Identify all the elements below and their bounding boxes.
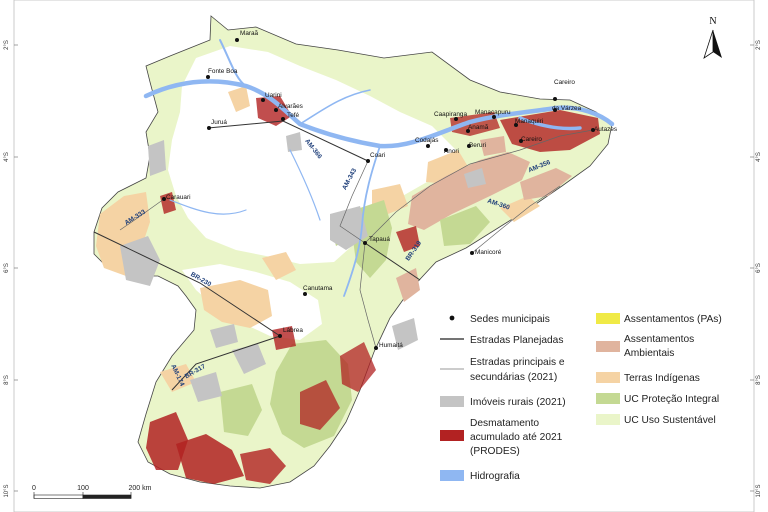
legend-amb-symbol bbox=[596, 341, 620, 352]
legend-terras-symbol bbox=[596, 372, 620, 383]
city-marker bbox=[553, 108, 557, 112]
latitude-label: 10°S bbox=[4, 484, 10, 497]
city-label: Tefé bbox=[287, 112, 300, 119]
city-label: da Várzea bbox=[552, 105, 582, 112]
city-marker bbox=[363, 241, 367, 245]
city-label: Fonte Boa bbox=[208, 68, 238, 75]
city-label: Tapauá bbox=[369, 236, 390, 243]
north-label: N bbox=[709, 16, 716, 27]
city-label: Autazes bbox=[594, 126, 617, 133]
city-marker bbox=[444, 148, 448, 152]
city-label: Juruá bbox=[211, 119, 227, 126]
north-arrow: N bbox=[703, 16, 722, 59]
city-label: Careiro bbox=[554, 79, 575, 86]
latitude-label: 8°S bbox=[756, 375, 762, 385]
city-label: Lábrea bbox=[283, 327, 303, 334]
city-marker bbox=[274, 108, 278, 112]
legend-terras: Terras Indígenas bbox=[624, 373, 700, 384]
city-label: Manicoré bbox=[475, 249, 502, 256]
city-label: Coari bbox=[370, 152, 385, 159]
legend-uc-pi: UC Proteção Integral bbox=[624, 394, 719, 405]
municipal-seats: Maraã Fonte Boa Uarini Alvarães Tefé Juruá Coa… bbox=[162, 30, 617, 350]
full-protection-units bbox=[220, 200, 490, 448]
legend-hidrografia: Hidrografia bbox=[470, 471, 520, 482]
city-marker bbox=[235, 38, 239, 42]
main-roads bbox=[119, 129, 594, 349]
scale-bar: 0 100 200 km bbox=[32, 485, 152, 499]
city-marker bbox=[207, 126, 211, 130]
deforestation-areas bbox=[146, 96, 600, 484]
hydrography bbox=[143, 39, 615, 297]
city-label: Anori bbox=[444, 148, 459, 155]
city-label: Carauari bbox=[166, 194, 191, 201]
city-label: Manacapuru bbox=[475, 109, 511, 116]
legend-desmatamento-3: (PRODES) bbox=[470, 446, 520, 457]
city-label: Beruri bbox=[469, 142, 486, 149]
legend-estradas-principais-2: secundárias (2021) bbox=[470, 372, 557, 383]
legend-amb-2: Ambientais bbox=[624, 348, 674, 359]
legend-desmatamento-2: acumulado até 2021 bbox=[470, 432, 563, 443]
legend-sedes-symbol bbox=[449, 315, 455, 321]
legend-imoveis-symbol bbox=[440, 396, 464, 407]
legend-imoveis: Imóveis rurais (2021) bbox=[470, 397, 566, 408]
scale-label-0: 0 bbox=[32, 485, 36, 492]
city-marker bbox=[492, 115, 496, 119]
city-marker bbox=[426, 144, 430, 148]
latitude-label: 4°S bbox=[756, 152, 762, 162]
latitude-label: 2°S bbox=[4, 40, 10, 50]
scale-label-100: 100 bbox=[77, 485, 89, 492]
city-label: Alvarães bbox=[278, 103, 303, 110]
city-marker bbox=[303, 292, 307, 296]
legend-assentamentos-symbol bbox=[596, 313, 620, 324]
city-marker bbox=[519, 139, 523, 143]
legend-hidrografia-symbol bbox=[440, 470, 464, 481]
latitude-label: 8°S bbox=[4, 375, 10, 385]
city-label: Humaitá bbox=[379, 342, 403, 349]
legend-sedes: Sedes municipais bbox=[470, 314, 550, 325]
latitude-ticks-left: 2°S 4°S 6°S 8°S 10°S bbox=[4, 40, 18, 498]
city-marker bbox=[162, 197, 166, 201]
city-marker bbox=[206, 75, 210, 79]
city-marker bbox=[591, 128, 595, 132]
legend-estradas-planejadas: Estradas Planejadas bbox=[470, 335, 563, 346]
city-label: Canutama bbox=[303, 285, 333, 292]
city-label: Manaquiri bbox=[515, 118, 543, 125]
legend-desmatamento-1: Desmatamento bbox=[470, 418, 539, 429]
latitude-label: 6°S bbox=[4, 263, 10, 273]
city-marker bbox=[366, 159, 370, 163]
latitude-label: 2°S bbox=[756, 40, 762, 50]
city-label: Uarini bbox=[265, 92, 282, 99]
city-marker bbox=[281, 117, 285, 121]
city-label: Careiro bbox=[521, 136, 542, 143]
legend-estradas-principais-1: Estradas principais e bbox=[470, 357, 565, 368]
latitude-label: 10°S bbox=[756, 484, 762, 497]
legend-uc-us: UC Uso Sustentável bbox=[624, 415, 716, 426]
city-marker bbox=[261, 98, 265, 102]
legend-assentamentos: Assentamentos (PAs) bbox=[624, 314, 722, 325]
city-label: Codajás bbox=[415, 137, 438, 144]
legend-uc-us-symbol bbox=[596, 414, 620, 425]
city-marker bbox=[470, 251, 474, 255]
legend: Sedes municipais Estradas Planejadas Est… bbox=[440, 313, 722, 482]
city-marker bbox=[374, 346, 378, 350]
latitude-ticks-right: 2°S 4°S 6°S 8°S 10°S bbox=[750, 40, 762, 498]
legend-desmatamento-symbol bbox=[440, 430, 464, 441]
city-marker bbox=[454, 117, 458, 121]
city-label: Maraã bbox=[240, 30, 259, 37]
city-marker bbox=[467, 144, 471, 148]
city-marker bbox=[514, 123, 518, 127]
city-marker bbox=[553, 97, 557, 101]
city-label: Caapiranga bbox=[434, 111, 467, 118]
latitude-label: 6°S bbox=[756, 263, 762, 273]
latitude-label: 4°S bbox=[4, 152, 10, 162]
legend-uc-pi-symbol bbox=[596, 393, 620, 404]
city-label: Anamã bbox=[468, 124, 489, 131]
legend-amb-1: Assentamentos bbox=[624, 334, 694, 345]
city-marker bbox=[466, 129, 470, 133]
scale-label-200: 200 km bbox=[129, 485, 152, 492]
city-marker bbox=[278, 334, 282, 338]
